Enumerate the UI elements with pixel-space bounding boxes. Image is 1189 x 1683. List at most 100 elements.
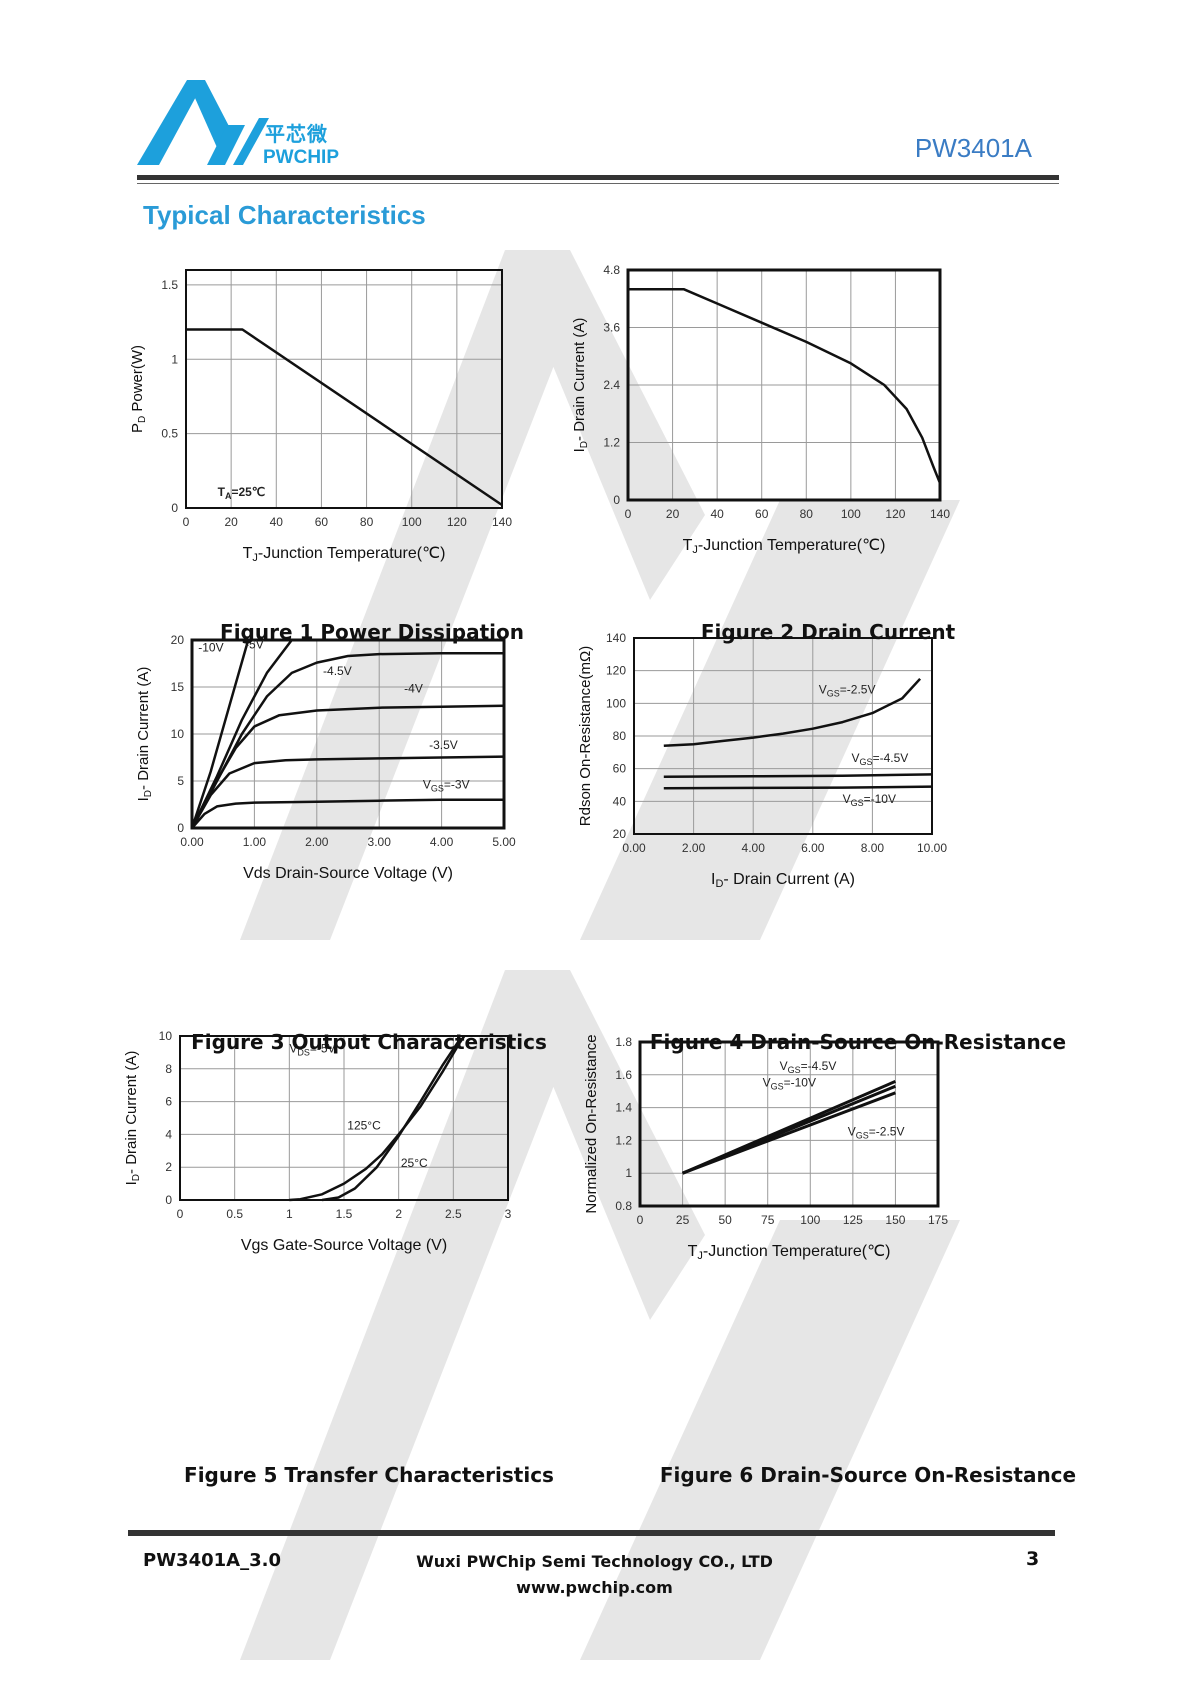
series-line-5 [191, 798, 504, 829]
y-tick-label: 6 [165, 1095, 172, 1109]
y-tick-label: 5 [177, 774, 184, 788]
x-axis-label: TJ-Junction Temperature(℃) [243, 545, 446, 564]
x-tick-label: 140 [930, 507, 950, 521]
figure-2-chart: 0 20 40 60 80 100 120 140 0 1.2 2.4 3.6 4.8 TJ-Juncti… [571, 263, 1038, 620]
x-tick-label: 3 [505, 1207, 512, 1221]
x-tick-label: 0 [177, 1207, 184, 1221]
fig6-svg: 0 25 50 75 100 125 150 175 0.8 1 1.2 1.4 1.6 1.8 VGS=-… [583, 1034, 948, 1262]
x-axis-label: Vds Drain-Source Voltage (V) [243, 865, 453, 882]
y-tick-label: 10 [171, 727, 185, 741]
x-tick-label: 100 [841, 507, 861, 521]
x-tick-label: 120 [447, 515, 467, 529]
x-tick-label: 8.00 [861, 841, 885, 855]
y-axis-label: ID- Drain Current (A) [135, 667, 154, 802]
annotation-label: VDS=-5V [289, 1041, 335, 1057]
fig3-svg: 0.00 1.00 2.00 3.00 4.00 5.00 0 5 10 15 20 -10V -5V -… [135, 633, 516, 882]
x-tick-label: 1.5 [336, 1207, 353, 1221]
x-tick-label: 3.00 [368, 835, 392, 849]
fig5-svg: 0 0.5 1 1.5 2 2.5 3 0 2 4 6 8 10 VDS=-5V 125°C 25°C Vgs … [123, 1029, 512, 1254]
x-tick-label: 140 [492, 515, 512, 529]
x-tick-label: 80 [360, 515, 374, 529]
annotation-label: TA=25℃ [218, 485, 266, 501]
x-axis-label: TJ-Junction Temperature(℃) [688, 1243, 891, 1262]
x-tick-label: 2 [395, 1207, 402, 1221]
y-tick-label: 15 [171, 680, 185, 694]
y-tick-label: 0.8 [615, 1199, 632, 1213]
x-tick-label: 40 [270, 515, 284, 529]
footer-rule [128, 1530, 1055, 1536]
company-name: Wuxi PWChip Semi Technology CO., LTD [416, 1552, 773, 1571]
figure-6-caption: Figure 6 Drain-Source On-Resistance [659, 1463, 1077, 1487]
y-axis-label: ID- Drain Current (A) [571, 318, 590, 453]
x-tick-label: 10.00 [917, 841, 947, 855]
figure-4-caption: Figure 4 Drain-Source On-Resistance [649, 1030, 1067, 1054]
figure-2-caption: Figure 2 Drain Current [700, 620, 956, 644]
logo-english-text: PWCHIP [263, 147, 339, 168]
series-line-0 [663, 677, 922, 748]
annotation-label: VGS=-10V [763, 1075, 816, 1091]
figure-1-chart: 0 20 40 60 80 100 120 140 0 0.5 1 1.5 TA=25℃ TJ-Junct… [129, 269, 570, 620]
y-tick-label: 120 [606, 664, 626, 678]
series-line-4 [190, 755, 505, 829]
series-line-1 [321, 1040, 460, 1202]
series-line-0 [186, 328, 503, 507]
header-rule-thin [137, 183, 1059, 184]
annotation-label: VGS=-2.5V [819, 683, 876, 699]
x-tick-label: 4.00 [430, 835, 454, 849]
plot-frame [179, 1035, 509, 1201]
annotation-label: -4.5V [323, 664, 352, 678]
x-tick-label: 2.5 [445, 1207, 462, 1221]
y-axis-label: ID- Drain Current (A) [123, 1051, 142, 1186]
y-tick-label: 1.5 [161, 278, 178, 292]
plot-frame [185, 269, 503, 509]
x-tick-label: 0.00 [180, 835, 204, 849]
section-title: Typical Characteristics [143, 200, 426, 230]
series-line-0 [289, 1035, 466, 1202]
annotation-label: 25°C [401, 1156, 428, 1170]
x-tick-label: 2.00 [305, 835, 329, 849]
plot-frame [190, 638, 506, 830]
series-line-1 [663, 773, 933, 779]
y-tick-label: 2.4 [603, 378, 620, 392]
annotation-label: VGS=-10V [843, 792, 896, 808]
x-tick-label: 1 [286, 1207, 293, 1221]
y-tick-label: 3.6 [603, 321, 620, 335]
series-line-2 [663, 785, 933, 790]
x-tick-label: 1.00 [243, 835, 267, 849]
series-line-2 [682, 1091, 896, 1175]
y-tick-label: 1 [625, 1166, 632, 1180]
x-tick-label: 20 [666, 507, 680, 521]
x-tick-label: 40 [710, 507, 724, 521]
y-tick-label: 60 [613, 762, 627, 776]
x-tick-label: 5.00 [492, 835, 516, 849]
y-tick-label: 20 [613, 827, 627, 841]
annotation-label: 125°C [347, 1118, 381, 1132]
annotation-label: VGS=-3V [423, 778, 470, 794]
x-tick-label: 60 [755, 507, 769, 521]
annotation-label: -3.5V [429, 738, 458, 752]
y-tick-label: 100 [606, 696, 626, 710]
annotation-label: -10V [198, 640, 223, 654]
y-axis-label: PD Power(W) [129, 345, 148, 433]
y-tick-label: 4 [165, 1127, 172, 1141]
y-tick-label: 140 [606, 631, 626, 645]
y-tick-label: 10 [159, 1029, 173, 1043]
pwchip-logo-icon [137, 80, 269, 165]
figure-3-chart: 0.00 1.00 2.00 3.00 4.00 5.00 0 5 10 15 20 -10V -5V -… [118, 633, 568, 1000]
page-number: 3 [1026, 1548, 1040, 1570]
x-axis-label: TJ-Junction Temperature(℃) [683, 537, 886, 556]
x-tick-label: 150 [885, 1213, 905, 1227]
x-tick-label: 80 [800, 507, 814, 521]
part-number: PW3401A [914, 133, 1032, 163]
fig4-svg: 0.00 2.00 4.00 6.00 8.00 10.00 20 40 60 80 100 120 1… [577, 631, 947, 890]
series-line-3 [190, 704, 505, 829]
plot-frame [638, 1040, 940, 1208]
x-tick-label: 0 [637, 1213, 644, 1227]
figure-5-caption: Figure 5 Transfer Characteristics [184, 1463, 554, 1487]
x-tick-label: 175 [928, 1213, 948, 1227]
company-url[interactable]: www.pwchip.com [516, 1578, 673, 1597]
y-axis-label: Rdson On-Resistance(mΩ) [577, 646, 594, 826]
x-tick-label: 0 [625, 507, 632, 521]
y-tick-label: 8 [165, 1062, 172, 1076]
annotation-label: -5V [245, 637, 264, 651]
